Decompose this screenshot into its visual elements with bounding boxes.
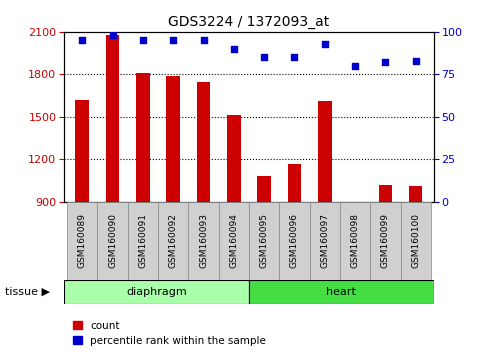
Point: [108, 33, 116, 38]
Point: [382, 59, 389, 65]
Text: GSM160092: GSM160092: [169, 213, 177, 268]
Bar: [64, 280, 249, 304]
Point: [200, 38, 208, 43]
FancyBboxPatch shape: [370, 202, 400, 280]
Point: [321, 41, 329, 47]
FancyBboxPatch shape: [279, 202, 310, 280]
Bar: [257, 176, 271, 202]
Point: [260, 55, 268, 60]
Text: heart: heart: [326, 287, 356, 297]
Text: GSM160097: GSM160097: [320, 213, 329, 268]
FancyBboxPatch shape: [400, 202, 431, 280]
Point: [412, 58, 420, 64]
Bar: [249, 280, 434, 304]
Text: GSM160098: GSM160098: [351, 213, 359, 268]
Point: [139, 38, 147, 43]
Bar: [166, 76, 180, 202]
Text: GSM160099: GSM160099: [381, 213, 390, 268]
Text: GSM160094: GSM160094: [229, 213, 238, 268]
Point: [351, 63, 359, 69]
FancyBboxPatch shape: [310, 202, 340, 280]
Bar: [348, 202, 362, 206]
FancyBboxPatch shape: [128, 202, 158, 280]
Bar: [318, 101, 332, 202]
Bar: [197, 82, 211, 202]
Point: [78, 38, 86, 43]
Text: GSM160089: GSM160089: [78, 213, 87, 268]
FancyBboxPatch shape: [67, 202, 98, 280]
Text: GSM160095: GSM160095: [260, 213, 269, 268]
Point: [169, 38, 177, 43]
Bar: [106, 35, 119, 202]
Bar: [136, 73, 150, 202]
FancyBboxPatch shape: [340, 202, 370, 280]
Bar: [379, 185, 392, 202]
Text: GSM160096: GSM160096: [290, 213, 299, 268]
FancyBboxPatch shape: [188, 202, 219, 280]
Text: tissue ▶: tissue ▶: [5, 287, 50, 297]
Point: [290, 55, 298, 60]
Title: GDS3224 / 1372093_at: GDS3224 / 1372093_at: [168, 16, 330, 29]
FancyBboxPatch shape: [249, 202, 279, 280]
FancyBboxPatch shape: [219, 202, 249, 280]
Text: GSM160091: GSM160091: [139, 213, 147, 268]
Text: GSM160090: GSM160090: [108, 213, 117, 268]
Bar: [75, 100, 89, 202]
Text: GSM160100: GSM160100: [411, 213, 420, 268]
Bar: [287, 164, 301, 202]
Text: diaphragm: diaphragm: [126, 287, 187, 297]
Text: GSM160093: GSM160093: [199, 213, 208, 268]
FancyBboxPatch shape: [98, 202, 128, 280]
Bar: [227, 115, 241, 202]
FancyBboxPatch shape: [158, 202, 188, 280]
Bar: [409, 186, 423, 202]
Point: [230, 46, 238, 52]
Legend: count, percentile rank within the sample: count, percentile rank within the sample: [70, 317, 270, 350]
